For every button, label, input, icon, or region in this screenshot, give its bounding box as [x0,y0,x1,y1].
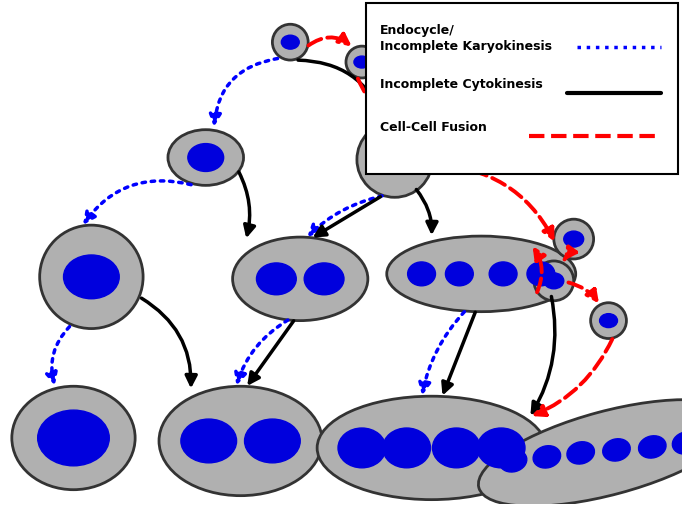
Ellipse shape [338,428,386,468]
Circle shape [272,25,308,61]
Circle shape [554,220,594,260]
Ellipse shape [38,411,109,466]
Ellipse shape [527,263,555,286]
Ellipse shape [672,432,684,454]
Ellipse shape [567,442,594,464]
FancyBboxPatch shape [366,5,678,175]
Ellipse shape [432,428,480,468]
Ellipse shape [168,130,244,186]
Ellipse shape [370,152,392,169]
Ellipse shape [445,263,473,286]
Ellipse shape [600,314,618,328]
Ellipse shape [499,450,527,472]
Ellipse shape [64,256,119,299]
Ellipse shape [397,152,419,169]
Ellipse shape [304,264,344,295]
Ellipse shape [188,144,224,172]
Text: Incomplete Cytokinesis: Incomplete Cytokinesis [380,78,542,91]
Ellipse shape [181,419,237,463]
Circle shape [40,226,143,329]
Ellipse shape [233,238,368,321]
Ellipse shape [639,436,666,458]
Ellipse shape [544,273,564,289]
Ellipse shape [564,232,583,247]
Ellipse shape [386,237,576,312]
Circle shape [590,303,627,339]
Ellipse shape [256,264,296,295]
Ellipse shape [317,396,546,499]
Circle shape [346,47,378,79]
Ellipse shape [159,386,322,496]
Text: Cell-Cell Fusion: Cell-Cell Fusion [380,121,487,133]
Ellipse shape [489,263,517,286]
Ellipse shape [245,419,300,463]
Ellipse shape [477,428,525,468]
Ellipse shape [478,400,684,505]
Text: Endocycle/
Incomplete Karyokinesis: Endocycle/ Incomplete Karyokinesis [380,24,552,53]
Ellipse shape [281,36,299,50]
Ellipse shape [12,386,135,490]
Ellipse shape [383,428,430,468]
Ellipse shape [533,446,561,468]
Circle shape [357,123,432,198]
Circle shape [534,262,574,301]
Ellipse shape [408,263,436,286]
Ellipse shape [354,57,370,69]
Ellipse shape [603,439,630,461]
